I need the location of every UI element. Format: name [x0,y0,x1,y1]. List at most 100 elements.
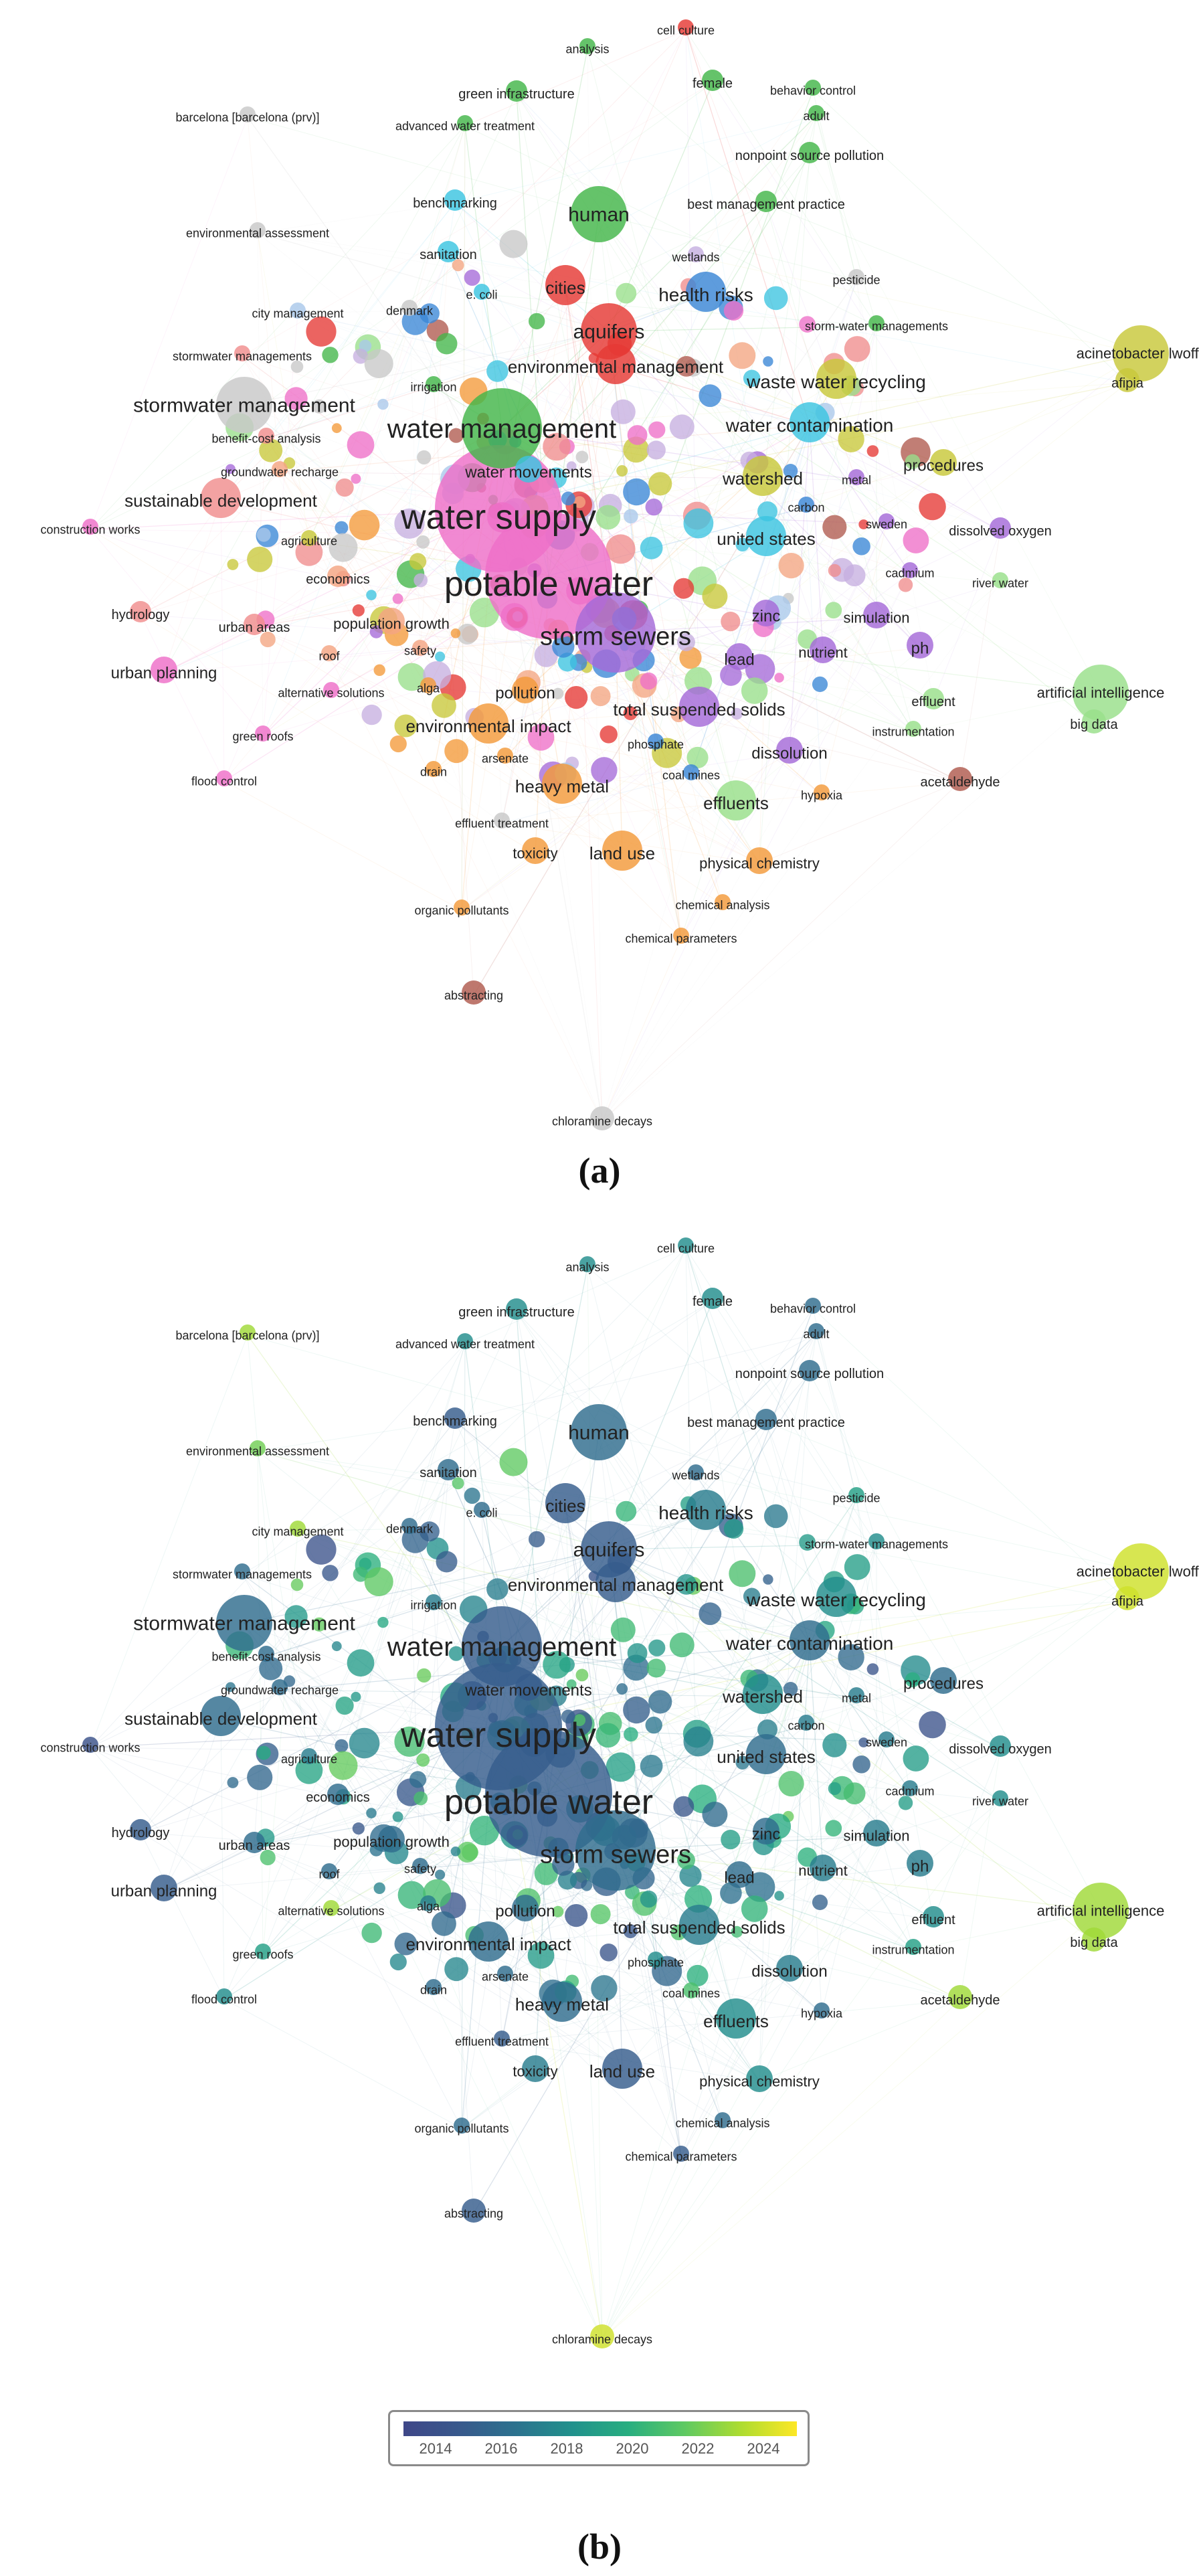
keyword-node[interactable] [741,1895,768,1922]
keyword-node[interactable] [640,672,658,690]
keyword-node[interactable] [258,428,274,444]
keyword-node[interactable] [327,566,349,587]
keyword-node[interactable] [783,464,798,479]
keyword-node[interactable] [624,1727,638,1742]
keyword-node[interactable] [201,1696,241,1736]
keyword-node[interactable] [394,714,418,738]
keyword-node[interactable] [566,1679,577,1689]
keyword-node[interactable] [600,1944,618,1962]
keyword-node[interactable] [335,521,349,535]
keyword-node[interactable] [753,1818,779,1844]
keyword-node[interactable] [506,80,527,102]
keyword-node[interactable] [677,633,695,651]
keyword-node[interactable] [898,578,913,592]
keyword-node[interactable] [879,513,895,529]
keyword-node[interactable] [306,316,337,347]
keyword-node[interactable] [284,387,308,410]
keyword-node[interactable] [494,812,510,829]
keyword-node[interactable] [844,336,870,362]
keyword-node[interactable] [907,1850,933,1877]
keyword-node[interactable] [735,537,749,551]
keyword-node[interactable] [590,1904,611,1925]
keyword-node[interactable] [377,398,389,410]
keyword-node[interactable] [721,1830,741,1850]
keyword-node[interactable] [731,1925,743,1938]
keyword-node[interactable] [799,1360,820,1381]
keyword-node[interactable] [729,342,756,369]
keyword-node[interactable] [306,1534,337,1565]
keyword-node[interactable] [272,1679,288,1695]
keyword-node[interactable] [227,559,239,570]
keyword-node[interactable] [361,704,382,725]
keyword-node[interactable] [903,1745,929,1772]
keyword-node[interactable] [366,1808,377,1818]
keyword-node[interactable] [678,1237,694,1254]
keyword-node[interactable] [776,737,803,764]
keyword-node[interactable] [378,608,405,634]
keyword-node[interactable] [799,316,816,333]
keyword-node[interactable] [448,428,464,443]
keyword-node[interactable] [361,1922,382,1944]
keyword-node[interactable] [450,628,461,638]
keyword-node[interactable] [1082,1927,1106,1952]
keyword-node[interactable] [571,1404,627,1460]
keyword-node[interactable] [329,533,358,562]
keyword-node[interactable] [902,562,918,578]
keyword-node[interactable] [798,497,814,513]
keyword-node[interactable] [627,425,648,445]
keyword-node[interactable] [805,80,821,96]
keyword-node[interactable] [746,2065,773,2092]
keyword-node[interactable] [369,1843,383,1857]
keyword-node[interactable] [349,1727,380,1759]
keyword-node[interactable] [930,449,957,476]
keyword-node[interactable] [843,564,866,587]
keyword-node[interactable] [763,1504,788,1529]
keyword-node[interactable] [903,527,929,553]
keyword-node[interactable] [763,1574,773,1585]
keyword-node[interactable] [778,1771,804,1797]
keyword-node[interactable] [552,687,564,699]
keyword-node[interactable] [866,445,879,457]
keyword-node[interactable] [602,2049,642,2089]
keyword-node[interactable] [312,1617,327,1632]
keyword-node[interactable] [561,1709,575,1724]
keyword-node[interactable] [512,1895,539,1921]
keyword-node[interactable] [353,349,369,364]
keyword-node[interactable] [417,1668,432,1683]
keyword-node[interactable] [810,1855,836,1881]
keyword-node[interactable] [225,1682,236,1693]
keyword-node[interactable] [571,186,627,242]
keyword-node[interactable] [260,1849,276,1866]
keyword-node[interactable] [561,491,575,506]
keyword-node[interactable] [565,1904,588,1927]
keyword-node[interactable] [322,1565,339,1581]
keyword-node[interactable] [420,1895,436,1911]
keyword-node[interactable] [602,831,642,871]
keyword-node[interactable] [678,19,694,35]
keyword-node[interactable] [776,1955,803,1982]
keyword-node[interactable] [409,553,427,570]
keyword-node[interactable] [595,1562,636,1602]
keyword-node[interactable] [798,1715,814,1731]
keyword-node[interactable] [225,464,236,475]
keyword-node[interactable] [715,2112,731,2128]
keyword-node[interactable] [683,764,699,780]
keyword-node[interactable] [420,677,436,693]
keyword-node[interactable] [595,505,621,530]
keyword-node[interactable] [438,1459,459,1480]
keyword-node[interactable] [575,450,589,464]
keyword-node[interactable] [866,1663,879,1675]
keyword-node[interactable] [234,345,250,361]
keyword-node[interactable] [290,360,304,373]
keyword-node[interactable] [575,1810,656,1891]
keyword-node[interactable] [898,1796,913,1810]
keyword-node[interactable] [394,1932,418,1956]
keyword-node[interactable] [256,527,271,542]
keyword-node[interactable] [450,1847,461,1857]
keyword-node[interactable] [444,1407,466,1429]
keyword-node[interactable] [686,746,709,769]
keyword-node[interactable] [457,1841,478,1863]
keyword-node[interactable] [457,623,478,645]
keyword-node[interactable] [542,764,582,804]
keyword-node[interactable] [677,1851,695,1869]
